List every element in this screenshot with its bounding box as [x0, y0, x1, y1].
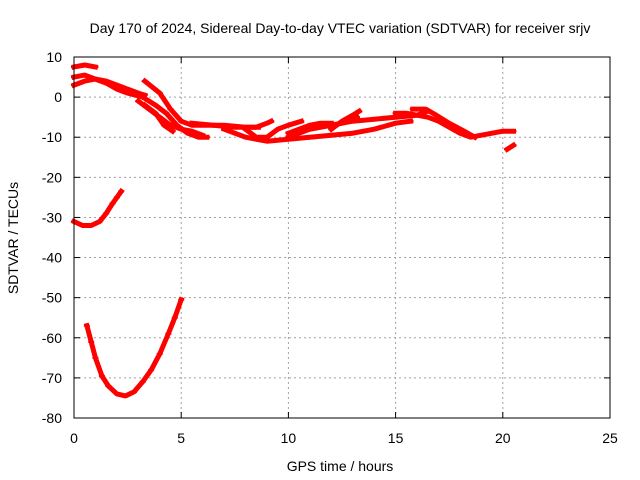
x-tick-label: 25 [602, 430, 618, 446]
series-track-7 [141, 101, 177, 135]
y-tick-label: -40 [42, 250, 62, 266]
series-track-15 [392, 110, 517, 140]
series-line [83, 296, 185, 399]
y-tick-label: -50 [42, 290, 62, 306]
y-tick-label: -70 [42, 370, 62, 386]
chart-title: Day 170 of 2024, Sidereal Day-to-day VTE… [90, 20, 591, 36]
y-tick-label: -80 [42, 410, 62, 426]
series-line [296, 113, 361, 135]
y-tick-label: -30 [42, 209, 62, 225]
x-tick-label: 20 [495, 430, 511, 446]
y-tick-label: 0 [54, 89, 62, 105]
series-track-19 [83, 296, 185, 399]
y-axis-label: SDTVAR / TECUs [5, 182, 21, 294]
y-tick-label: -20 [42, 169, 62, 185]
series-track-14 [327, 107, 363, 133]
series-track-1 [71, 62, 99, 70]
x-axis-label: GPS time / hours [287, 458, 394, 474]
y-tick-label: 10 [46, 49, 62, 65]
series-track-16 [409, 106, 479, 141]
x-tick-label: 0 [70, 430, 78, 446]
series-layer [70, 62, 517, 399]
series-line [141, 101, 177, 135]
series-track-17 [503, 141, 517, 153]
y-tick-label: -10 [42, 129, 62, 145]
series-line [327, 107, 363, 133]
x-tick-label: 10 [281, 430, 297, 446]
x-tick-label: 5 [177, 430, 185, 446]
series-track-10 [242, 118, 305, 140]
x-tick-label: 15 [388, 430, 404, 446]
tick-layer: 0 5 10 15 20 25 10 0 -10 -20 -30 -40 -50 -60 -70 -80 [42, 49, 618, 446]
plot-frame [73, 56, 611, 419]
series-track-18 [70, 187, 125, 228]
y-tick-label: -60 [42, 330, 62, 346]
series-track-3 [70, 76, 146, 101]
